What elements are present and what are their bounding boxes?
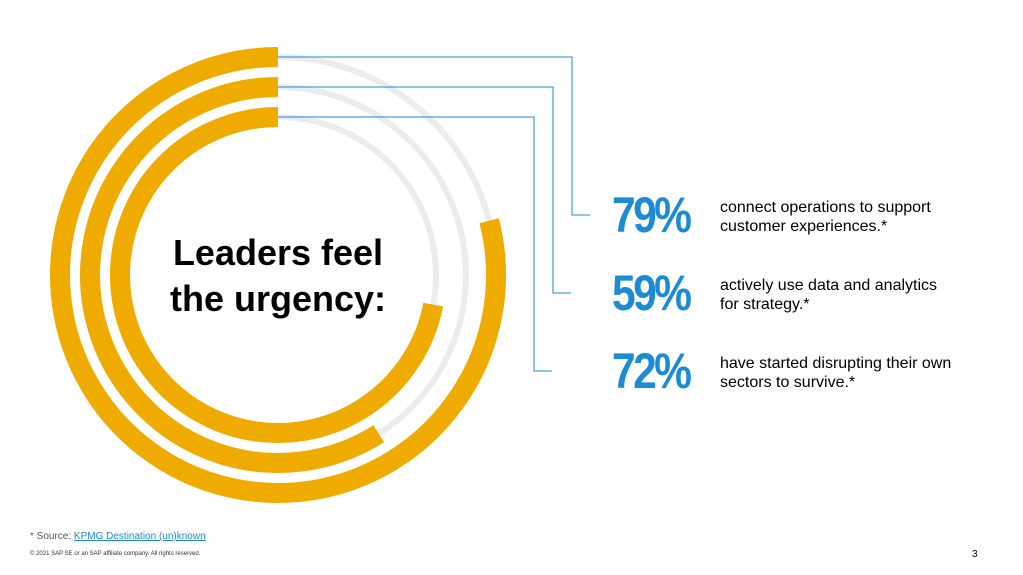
category-label: connect operations to support customer e… <box>720 199 931 235</box>
source-prefix: * Source: <box>30 531 72 542</box>
source-link[interactable]: KPMG Destination (un)known <box>73 531 206 542</box>
category-label: actively use data and analytics for stra… <box>720 277 938 313</box>
connector <box>278 116 552 372</box>
connector <box>278 56 590 216</box>
copyright: © 2021 SAP SE or an SAP affiliate compan… <box>30 551 201 557</box>
page-number: 3 <box>972 549 978 560</box>
radial-bar <box>50 47 506 503</box>
radial-bar <box>110 107 444 443</box>
value-label: 79% <box>612 187 692 243</box>
value-label: 72% <box>612 343 692 399</box>
radial-bar <box>80 77 385 473</box>
value-label: 59% <box>612 265 692 321</box>
category-label: have started disrupting their own sector… <box>720 355 952 391</box>
chart-title: Leaders feel the urgency: <box>169 232 387 319</box>
connector <box>278 86 571 294</box>
source: * Source: KPMG Destination (un)known <box>30 531 206 542</box>
